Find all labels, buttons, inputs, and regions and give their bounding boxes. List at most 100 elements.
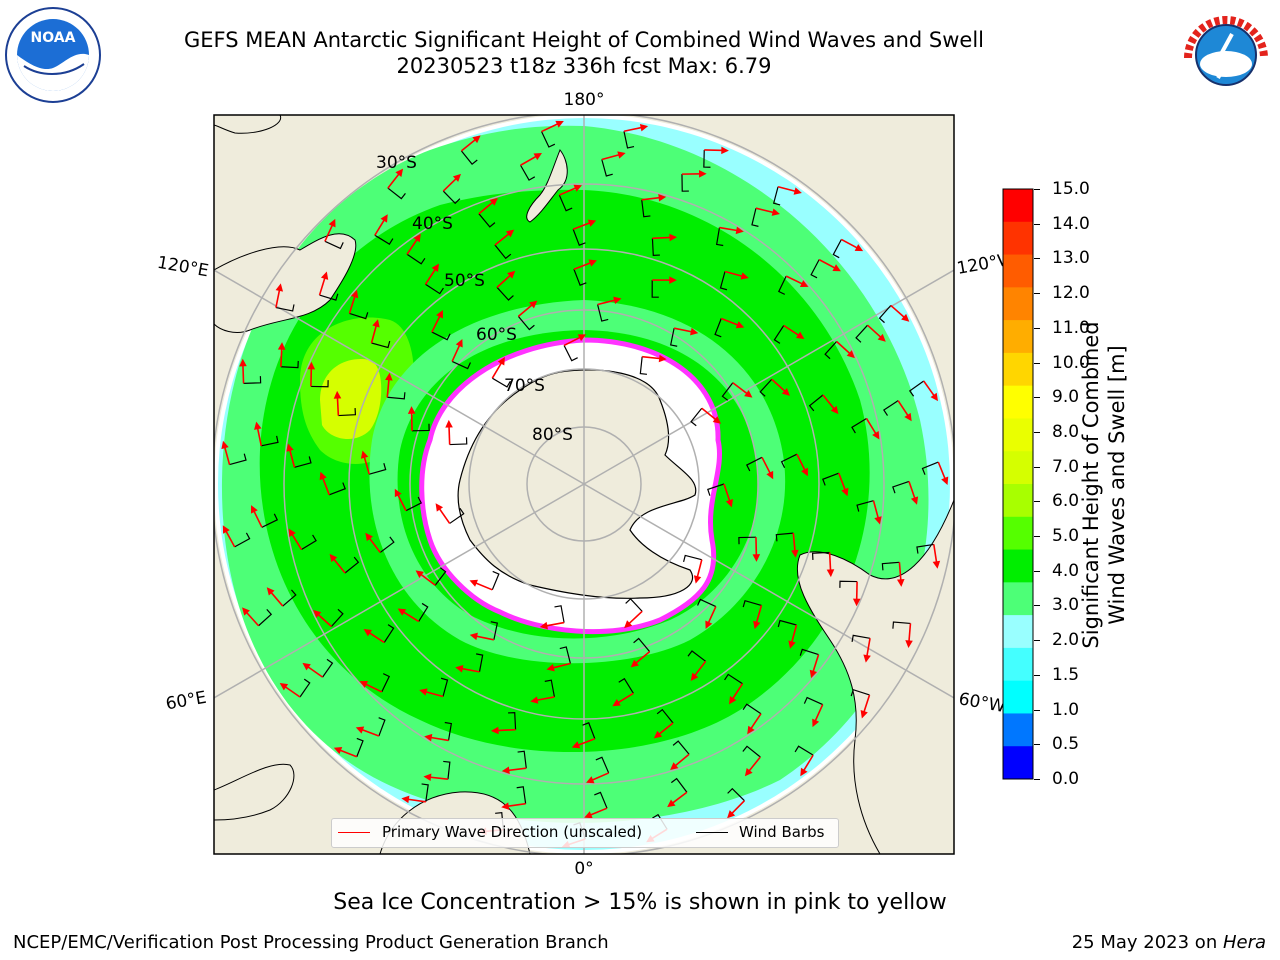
nws-logo <box>1176 6 1276 108</box>
wave-arrow-head <box>452 173 461 182</box>
wind-barb <box>558 194 573 212</box>
wind-barb <box>299 678 311 698</box>
colorbar-tick-label: 0.5 <box>1052 734 1080 755</box>
colorbar-tick <box>1034 570 1040 572</box>
wave-arrow-head <box>419 688 428 696</box>
wave-arrow-head <box>729 695 737 705</box>
wind-barb <box>724 673 743 685</box>
wind-barb <box>301 534 317 551</box>
wave-arrow-head <box>359 681 369 688</box>
wave-arrow-head <box>705 620 713 629</box>
wind-barb <box>618 677 634 694</box>
wave-arrow-head <box>501 802 510 810</box>
wave-arrow-head <box>863 654 871 663</box>
wind-barb <box>856 500 874 512</box>
colorbar-band <box>1003 385 1033 419</box>
footer-credit: NCEP/EMC/Verification Post Processing Pr… <box>13 932 609 953</box>
colorbar-band <box>1003 451 1033 485</box>
lon-label-120e: 120°E <box>156 253 210 282</box>
wave-arrow-head <box>355 726 365 734</box>
wind-barb <box>478 213 496 228</box>
colorbar-tick-label: 1.0 <box>1052 699 1080 720</box>
colorbar-tick <box>1034 674 1040 676</box>
noaa-logo: NOAA <box>4 6 102 108</box>
wave-field-6to7m <box>320 359 382 440</box>
wind-barb <box>851 417 867 434</box>
colorbar-band <box>1003 221 1033 256</box>
wave-arrow-head <box>832 264 841 272</box>
wave-arrow-head <box>351 289 359 299</box>
wave-arrow-head <box>307 361 316 370</box>
legend-barb-swatch <box>696 832 728 833</box>
wave-arrow-head <box>799 280 809 287</box>
wave-arrow-head <box>546 663 555 672</box>
wind-barb <box>715 227 724 247</box>
wave-arrow-head <box>360 450 369 459</box>
wind-barb <box>582 722 596 739</box>
wind-barb <box>808 394 824 412</box>
wave-arrow-head <box>698 170 707 178</box>
wave-arrow-head <box>329 553 338 563</box>
colorbar-tick-label: 14.0 <box>1052 213 1090 234</box>
colorbar-band <box>1003 352 1033 387</box>
wave-arrow-head <box>612 699 621 707</box>
colorbar-band <box>1003 680 1033 714</box>
wind-barb <box>727 787 745 802</box>
wave-arrow-head <box>658 193 667 202</box>
wind-barb <box>280 360 299 369</box>
wind-barb <box>703 149 711 168</box>
wave-arrow-head <box>801 467 808 477</box>
wind-barb <box>803 696 823 706</box>
wave-arrow-head <box>860 710 868 719</box>
wind-barb <box>496 286 514 301</box>
colorbar-tick <box>1034 362 1040 364</box>
wave-arrow-head <box>721 146 729 155</box>
wave-arrow-head <box>826 569 835 578</box>
wind-barb <box>374 234 394 245</box>
colorbar-tick-label: 2.0 <box>1052 630 1080 651</box>
wave-arrow-head <box>905 640 913 649</box>
colorbar-tick-label: 12.0 <box>1052 283 1090 304</box>
wave-arrow-head <box>313 609 322 618</box>
wave-direction-arrows <box>221 120 949 849</box>
wind-barb <box>349 312 369 320</box>
wave-arrow-head <box>533 153 542 161</box>
wave-arrow-head <box>302 662 311 671</box>
colorbar-tick <box>1034 431 1040 433</box>
wind-barb <box>344 556 360 574</box>
lat-label-40s: 40°S <box>412 214 453 234</box>
wind-barb <box>442 190 461 205</box>
wave-arrow-head <box>333 390 342 399</box>
wind-barb <box>908 380 925 397</box>
colorbar-tick <box>1034 293 1040 295</box>
sea-ice-note: Sea Ice Concentration > 15% is shown in … <box>333 890 947 915</box>
colorbar-tick <box>1034 223 1040 225</box>
wave-arrow-head <box>588 259 597 267</box>
colorbar-tick <box>1034 189 1040 190</box>
wind-barb <box>517 750 527 769</box>
wave-arrow-head <box>407 406 416 414</box>
colorbar-tick <box>1034 327 1040 329</box>
colorbar-tick <box>1034 258 1040 260</box>
wind-barb <box>777 619 797 628</box>
south-america <box>796 499 954 854</box>
wave-arrow-head <box>747 725 755 735</box>
wind-barb <box>383 624 395 643</box>
wind-barb <box>310 380 329 388</box>
wave-arrow-head <box>415 570 424 578</box>
wave-arrow-head <box>795 331 805 339</box>
colorbar-tick-label: 1.5 <box>1052 664 1080 685</box>
wind-barb <box>669 328 678 347</box>
map-legend: Primary Wave Direction (unscaled) Wind B… <box>331 818 839 848</box>
wave-arrow-head <box>744 767 753 777</box>
colorbar-band <box>1003 189 1033 223</box>
wind-barb <box>559 646 571 664</box>
wind-barb <box>742 599 762 608</box>
wave-arrow-head <box>469 632 478 641</box>
wave-arrow-head <box>753 620 761 630</box>
wave-arrow-head <box>397 608 407 616</box>
wind-barb <box>742 703 762 715</box>
wind-barb <box>491 570 500 591</box>
wave-arrow-head <box>791 549 799 558</box>
